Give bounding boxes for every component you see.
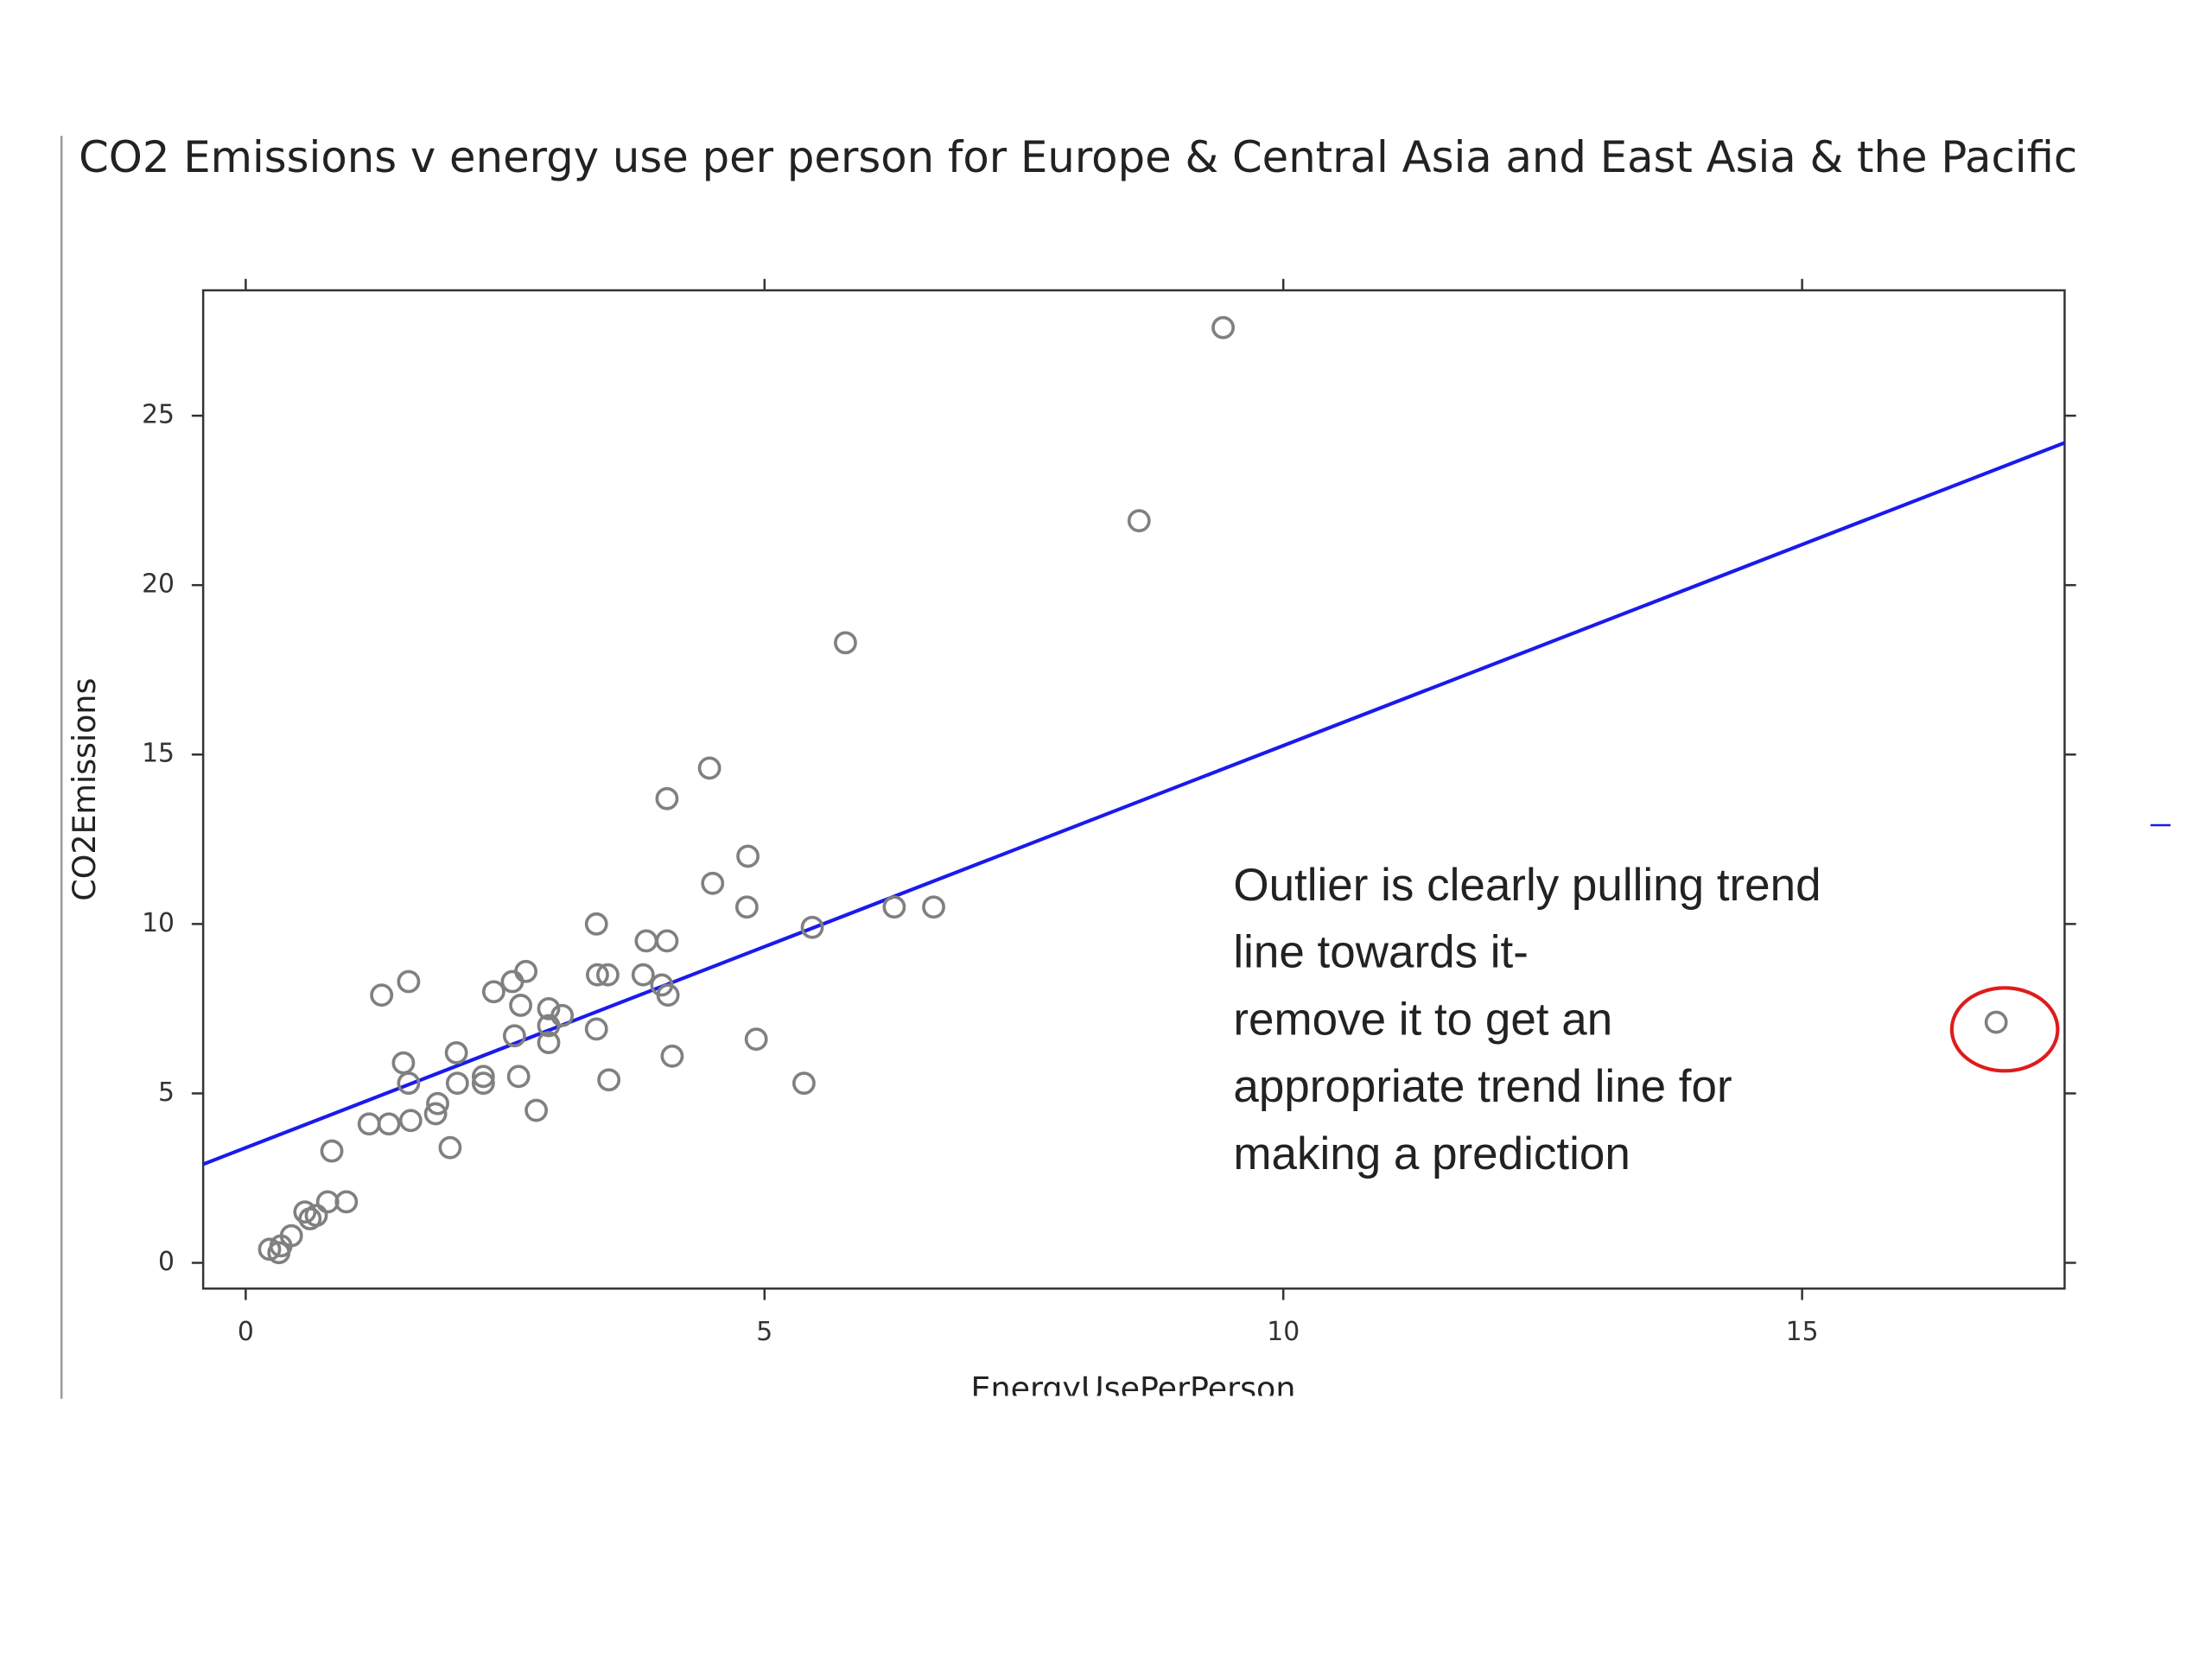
- point: [1984, 1010, 2008, 1034]
- annotation-line: Outlier is clearly pulling trend: [1233, 860, 1821, 911]
- point: [445, 1071, 469, 1096]
- x-label-group: EnergyUsePerPerson: [970, 1370, 1295, 1407]
- point: [922, 895, 945, 919]
- annotation-line: making a prediction: [1233, 1128, 1630, 1179]
- point: [514, 959, 538, 983]
- trend-line: [202, 441, 2066, 1166]
- point: [509, 994, 533, 1017]
- point: [800, 915, 824, 939]
- y-tick-label: 10: [142, 908, 175, 938]
- point: [792, 1071, 816, 1096]
- point: [423, 1102, 448, 1126]
- plot-frame: [201, 289, 2066, 1290]
- point: [506, 1065, 531, 1089]
- point: [634, 929, 658, 953]
- point: [391, 1051, 416, 1075]
- point: [471, 1071, 495, 1096]
- y-axis-label: CO2Emissions: [66, 678, 103, 901]
- point: [370, 983, 394, 1007]
- point: [315, 1190, 340, 1214]
- y-tick-label: 15: [142, 739, 175, 769]
- y-tick-label: 25: [142, 400, 175, 430]
- point: [596, 963, 620, 987]
- point: [397, 1071, 421, 1096]
- point: [500, 969, 524, 994]
- point: [267, 1241, 291, 1265]
- point: [471, 1065, 495, 1089]
- x-axis-label: EnergyUsePerPerson: [970, 1370, 1295, 1407]
- point: [377, 1112, 401, 1136]
- point: [398, 1109, 423, 1133]
- point: [524, 1098, 549, 1122]
- point: [426, 1091, 449, 1116]
- point: [584, 912, 608, 936]
- point: [1127, 509, 1151, 533]
- x-tick-label: 10: [1267, 1317, 1300, 1347]
- point: [481, 980, 505, 1004]
- point: [298, 1207, 322, 1230]
- point: [631, 963, 655, 987]
- point: [701, 871, 725, 895]
- annotation-line: line towards it-: [1233, 927, 1529, 978]
- point: [655, 929, 679, 953]
- y-tick-label: 0: [158, 1247, 175, 1277]
- point: [744, 1027, 768, 1052]
- point: [586, 963, 609, 987]
- point: [320, 1139, 344, 1163]
- point: [444, 1040, 468, 1065]
- point: [584, 1017, 608, 1041]
- point: [655, 786, 679, 810]
- x-tick-label: 0: [238, 1317, 254, 1347]
- point: [334, 1190, 359, 1214]
- point: [597, 1068, 621, 1092]
- point: [357, 1112, 381, 1136]
- point: [293, 1200, 317, 1224]
- point: [397, 969, 421, 994]
- chart-title: CO2 Emissions v energy use per person fo…: [79, 132, 2077, 182]
- point: [834, 631, 857, 655]
- point: [736, 844, 760, 868]
- outlier-highlight: [1949, 986, 2060, 1073]
- point: [656, 983, 680, 1007]
- point: [537, 1031, 561, 1055]
- point: [438, 1135, 462, 1160]
- point: [660, 1044, 684, 1068]
- x-tick-label: 5: [756, 1317, 772, 1347]
- point: [697, 756, 721, 780]
- point: [537, 1014, 561, 1038]
- point: [1211, 315, 1235, 340]
- y-tick-label: 20: [142, 569, 175, 600]
- annotation-line: remove it to get an: [1233, 994, 1612, 1045]
- point: [502, 1024, 526, 1048]
- y-tick-label: 5: [158, 1077, 175, 1108]
- x-tick-label: 15: [1786, 1317, 1819, 1347]
- point: [537, 996, 561, 1020]
- annotation-line: appropriate trend line for: [1233, 1061, 1732, 1112]
- point: [882, 895, 906, 919]
- point: [734, 895, 759, 919]
